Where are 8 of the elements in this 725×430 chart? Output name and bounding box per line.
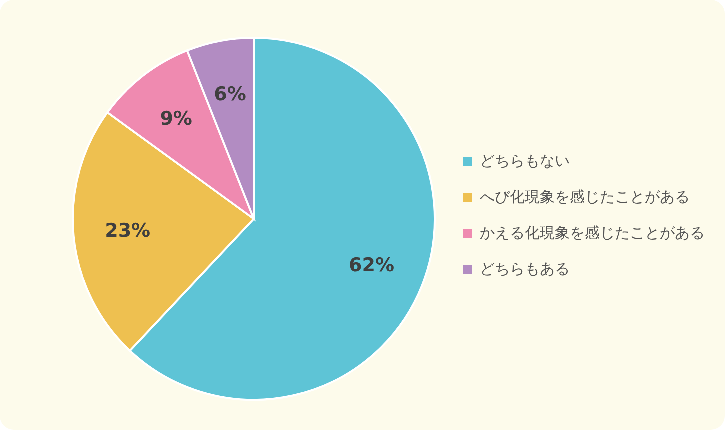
data-label: 6%	[214, 84, 246, 106]
legend-label: どちらもない	[480, 152, 570, 170]
data-label: 23%	[105, 220, 151, 242]
legend-label: かえる化現象を感じたことがある	[480, 224, 705, 242]
legend-label: へび化現象を感じたことがある	[480, 188, 690, 206]
data-label: 9%	[160, 108, 192, 130]
legend-label: どちらもある	[480, 260, 570, 278]
data-label: 62%	[349, 254, 395, 277]
